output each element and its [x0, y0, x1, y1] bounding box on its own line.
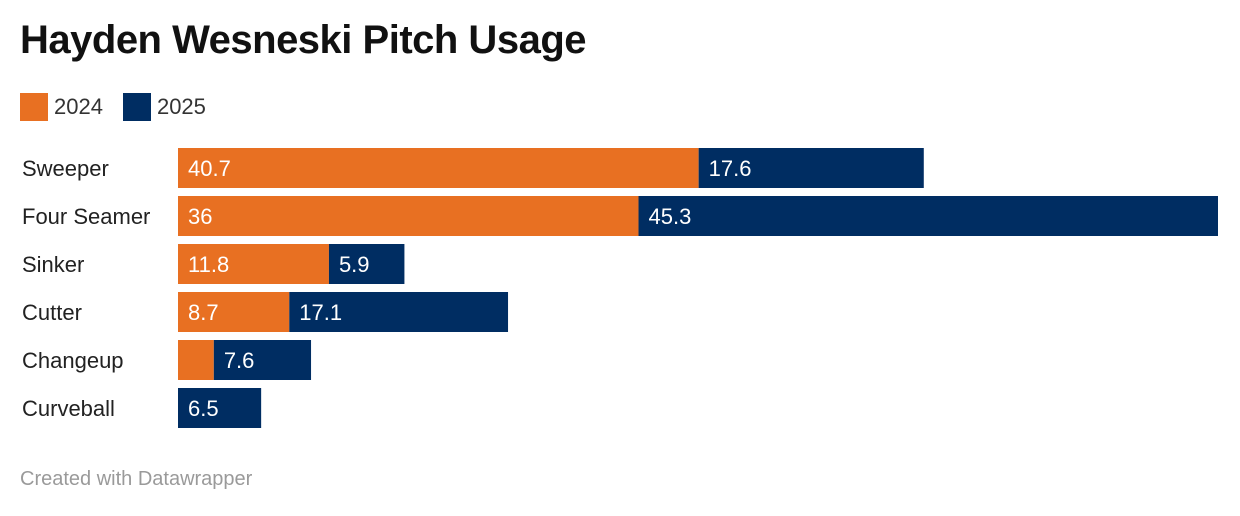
- legend-label-2024: 2024: [54, 94, 103, 119]
- category-label-sweeper: Sweeper: [22, 156, 109, 181]
- legend-label-2025: 2025: [156, 94, 206, 119]
- chart-title: Hayden Wesneski Pitch Usage: [20, 18, 587, 62]
- legend-item-2024: 2024: [20, 93, 103, 121]
- bar-four-seamer-2024: [178, 196, 639, 236]
- bar-sweeper-2025: [698, 148, 924, 188]
- legend-item-2025: 2025: [122, 93, 206, 121]
- value-label-cutter-2025: 17.1: [299, 300, 342, 325]
- bar-curveball-2025: [178, 388, 262, 428]
- bar-sinker-2025: [328, 244, 405, 284]
- footer-credit: Created with Datawrapper: [20, 468, 253, 490]
- bar-chart: Sweeper 40.7 17.6 Four Seamer 36 45.3 Sinker 11…: [22, 148, 1218, 428]
- value-label-four-seamer-2024: 36: [188, 204, 212, 229]
- value-label-cutter-2024: 8.7: [188, 300, 219, 325]
- bar-cutter-2024: [178, 292, 290, 332]
- legend: 2024 2025: [20, 92, 226, 122]
- value-label-sinker-2025: 5.9: [339, 252, 370, 277]
- category-label-sinker: Sinker: [22, 252, 84, 277]
- value-label-changeup-2025: 7.6: [224, 348, 255, 373]
- value-label-sweeper-2024: 40.7: [188, 156, 231, 181]
- value-label-four-seamer-2025: 45.3: [649, 204, 692, 229]
- legend-swatch-2024: [20, 93, 48, 121]
- value-label-sinker-2024: 11.8: [188, 252, 229, 277]
- bar-changeup-2024: [178, 340, 214, 380]
- value-label-sweeper-2025: 17.6: [709, 156, 752, 181]
- bar-sinker-2024: [178, 244, 329, 284]
- value-label-curveball-2025: 6.5: [188, 396, 219, 421]
- category-label-curveball: Curveball: [22, 396, 115, 421]
- bar-cutter-2025: [289, 292, 509, 332]
- bar-sweeper-2024: [178, 148, 699, 188]
- bar-changeup-2025: [213, 340, 312, 380]
- category-label-cutter: Cutter: [22, 300, 82, 325]
- category-label-changeup: Changeup: [22, 348, 124, 373]
- category-label-four-seamer: Four Seamer: [22, 204, 150, 229]
- legend-swatch-2025: [122, 93, 151, 121]
- bar-four-seamer-2025: [638, 196, 1218, 236]
